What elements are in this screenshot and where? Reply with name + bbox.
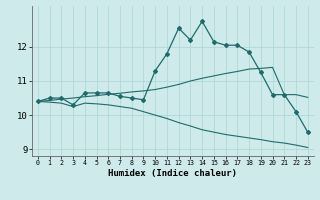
X-axis label: Humidex (Indice chaleur): Humidex (Indice chaleur): [108, 169, 237, 178]
